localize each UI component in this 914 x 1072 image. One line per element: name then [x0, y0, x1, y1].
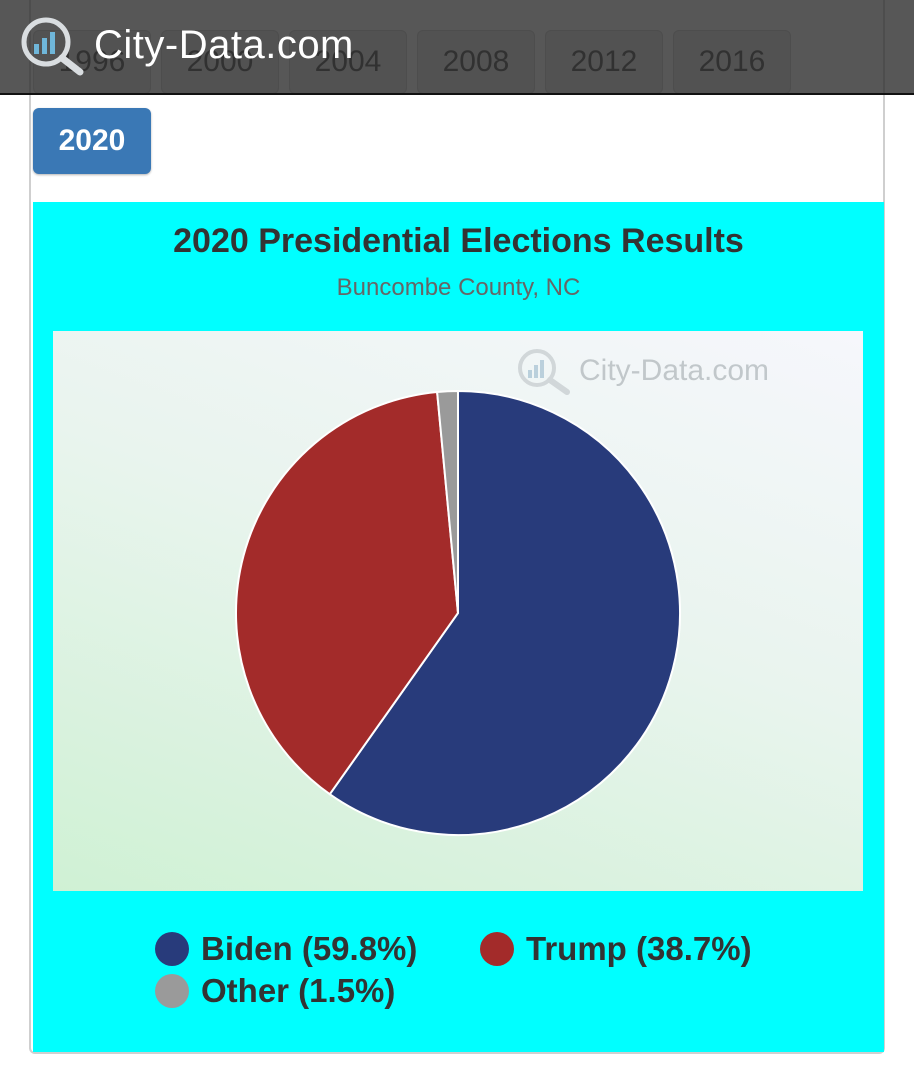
chart-subtitle: Buncombe County, NC [336, 274, 581, 301]
logo-text: City-Data.com [94, 22, 354, 67]
year-button-2020[interactable]: 2020 [33, 108, 151, 174]
chart-title: 2020 Presidential Elections Results [173, 222, 744, 260]
legend-item-trump[interactable]: Trump (38.7%) [480, 930, 752, 968]
legend-marker-biden [155, 932, 189, 966]
magnifier-chart-icon [21, 17, 84, 76]
plot-area [53, 331, 863, 891]
watermark-text: City-Data.com [579, 354, 770, 387]
legend-label-biden: Biden (59.8%) [201, 930, 418, 967]
legend-label-trump: Trump (38.7%) [526, 930, 752, 967]
legend-item-other[interactable]: Other (1.5%) [155, 972, 395, 1010]
legend-marker-other [155, 974, 189, 1008]
legend-item-biden[interactable]: Biden (59.8%) [155, 930, 417, 968]
watermark-magnifier-icon [518, 349, 570, 395]
legend-marker-trump [480, 932, 514, 966]
site-logo[interactable]: City-Data.com [18, 14, 354, 76]
site-header: City-Data.com [0, 0, 914, 95]
chart-legend: Biden (59.8%) Trump (38.7%) Other (1.5%) [155, 930, 855, 1020]
legend-label-other: Other (1.5%) [201, 972, 396, 1009]
watermark: City-Data.com [515, 346, 769, 396]
